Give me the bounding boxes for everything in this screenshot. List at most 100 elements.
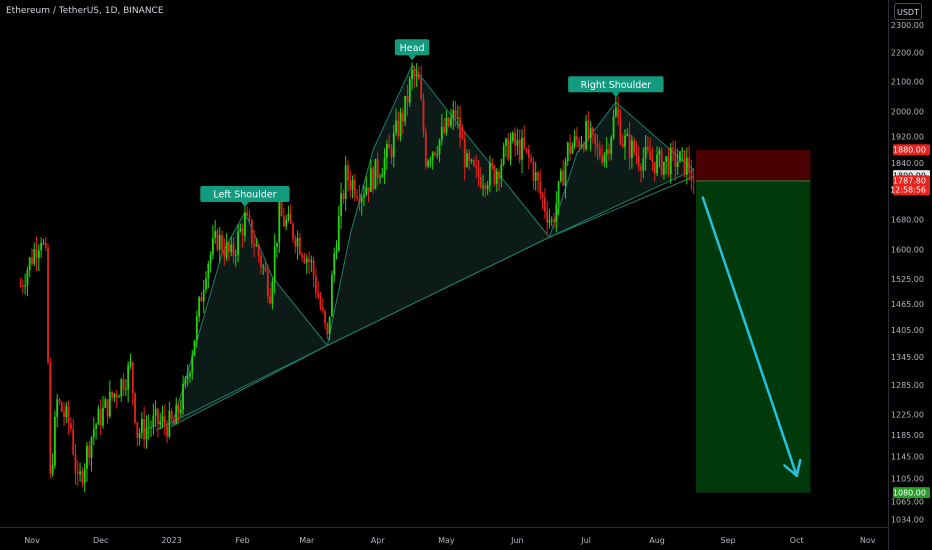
- candle-body: [49, 362, 52, 474]
- candle-body: [312, 260, 315, 277]
- candle-body: [303, 257, 306, 263]
- y-tick-label: 2100.00: [891, 77, 924, 86]
- candle-body: [278, 202, 281, 243]
- candle-body: [518, 139, 521, 160]
- y-tick-label: 1345.00: [891, 353, 924, 362]
- candle-body: [234, 254, 237, 256]
- candle-body: [415, 74, 418, 77]
- y-tick-label: 1285.00: [891, 381, 924, 390]
- left-shoulder-area: [170, 210, 329, 428]
- candle-body: [175, 404, 178, 425]
- candle-body: [406, 95, 409, 103]
- candle-body: [395, 120, 397, 133]
- candle-body: [514, 132, 516, 146]
- candle-body: [145, 427, 148, 440]
- candle-body: [587, 120, 590, 139]
- pattern-label-text: Left Shoulder: [213, 190, 276, 201]
- candle-body: [653, 161, 656, 174]
- candle-body: [179, 409, 182, 413]
- candle-body: [498, 171, 500, 179]
- candle-body: [571, 145, 574, 154]
- candle-body: [108, 391, 111, 417]
- x-tick-label: 2023: [161, 536, 181, 545]
- price-badge-bg: [893, 144, 930, 156]
- candle-body: [285, 219, 288, 227]
- candle-body: [83, 468, 86, 483]
- candle-body: [553, 219, 555, 223]
- candle-body: [646, 146, 649, 151]
- pattern-label[interactable]: Head: [394, 39, 430, 61]
- candle-body: [140, 418, 143, 434]
- candle-body: [351, 180, 354, 190]
- candle-body: [624, 135, 626, 147]
- pattern-label[interactable]: Right Shoulder: [568, 76, 664, 98]
- x-tick-label: Jun: [510, 536, 524, 545]
- candle-body: [493, 166, 496, 184]
- candle-body: [218, 234, 221, 250]
- candle-body: [486, 185, 489, 189]
- candle-body: [683, 150, 686, 175]
- pattern-label-bg: [200, 186, 290, 203]
- candle-body: [667, 156, 670, 175]
- candle-body: [102, 407, 104, 426]
- candle-body: [136, 422, 139, 439]
- candle-body: [90, 437, 93, 458]
- candle-body: [418, 74, 420, 80]
- candle-body: [461, 137, 464, 140]
- projection-arrow[interactable]: [701, 196, 798, 477]
- candle-body: [562, 170, 565, 186]
- candle-body: [353, 180, 356, 197]
- y-tick-label: 1680.00: [891, 215, 924, 224]
- candle-body: [35, 249, 38, 258]
- candle-body: [651, 159, 654, 162]
- pattern-label-pointer: [240, 202, 249, 208]
- candle-body: [564, 161, 567, 186]
- candle-body: [333, 253, 336, 276]
- candle-body: [223, 250, 226, 258]
- candle-body: [143, 418, 146, 440]
- candle-body: [608, 149, 610, 154]
- candle-body: [122, 379, 125, 391]
- candle-body: [635, 152, 638, 157]
- candle-body: [193, 340, 196, 356]
- candle-body: [424, 132, 427, 167]
- candle-body: [195, 316, 198, 341]
- candle-body: [383, 157, 386, 175]
- stop-loss-zone[interactable]: [695, 149, 811, 181]
- candle-body: [31, 257, 33, 264]
- candle-body: [51, 465, 54, 474]
- candle-body: [209, 254, 212, 264]
- candle-body: [202, 289, 205, 302]
- candle-body: [315, 276, 317, 293]
- candle-body: [328, 316, 331, 334]
- price-badge-label: 1080.00: [893, 488, 926, 497]
- candle-body: [500, 164, 503, 179]
- price-badge: 1880.00: [893, 144, 930, 156]
- price-badge: 1080.00: [893, 487, 930, 499]
- candle-body: [537, 172, 539, 181]
- candle-body: [250, 219, 253, 244]
- y-tick-label: 1065.00: [891, 497, 924, 506]
- candle-body: [466, 153, 468, 168]
- y-tick-label: 1920.00: [891, 133, 924, 142]
- candle-body: [358, 198, 361, 203]
- x-tick-label: Mar: [299, 536, 315, 545]
- candle-body: [177, 404, 180, 413]
- candle-body: [28, 257, 31, 271]
- candle-body: [539, 180, 542, 194]
- chart-title: Ethereum / TetherUS, 1D, BINANCE: [6, 6, 164, 16]
- candle-body: [390, 148, 393, 157]
- y-tick-label: 2200.00: [891, 49, 924, 58]
- neckline: [155, 176, 694, 431]
- price-badge-bg: [893, 175, 930, 196]
- candle-body: [626, 134, 629, 136]
- currency-button[interactable]: USDT: [894, 3, 922, 20]
- candle-body: [598, 148, 601, 157]
- candle-body: [56, 399, 59, 417]
- candle-body: [479, 177, 482, 188]
- pattern-label[interactable]: Left Shoulder: [200, 186, 290, 208]
- candle-body: [422, 99, 425, 133]
- candle-body: [427, 160, 429, 167]
- candle-body: [676, 161, 679, 168]
